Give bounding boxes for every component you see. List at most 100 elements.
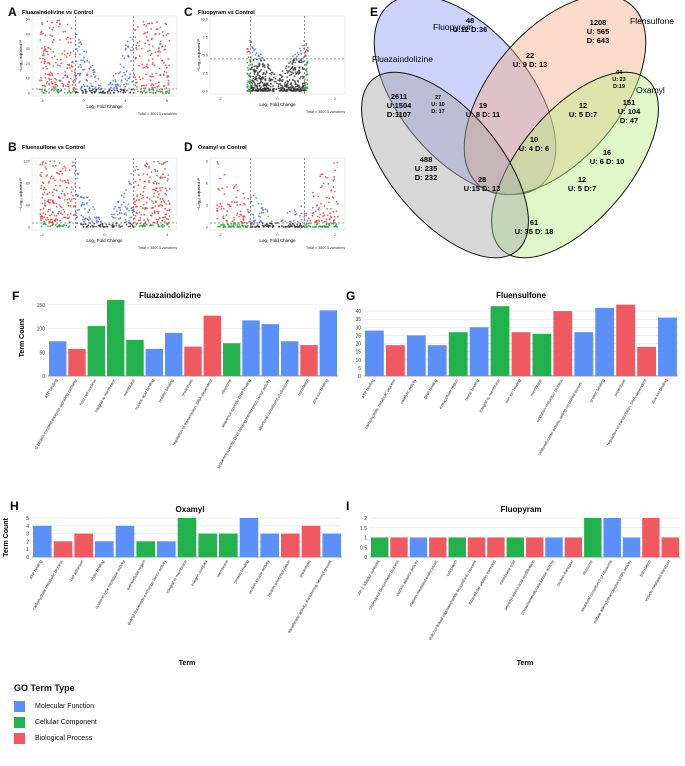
volcano-point <box>149 176 151 179</box>
y-tick-label: 50 <box>39 350 45 356</box>
volcano-point <box>152 75 154 78</box>
volcano-point <box>41 47 43 49</box>
volcano-point <box>113 207 116 210</box>
volcano-point <box>144 208 146 211</box>
x-tick-label: 0 <box>83 98 86 103</box>
volcano-point <box>138 55 141 58</box>
y-tick-label: 150 <box>37 303 46 309</box>
volcano-point <box>51 199 54 202</box>
venn-region-count: 19 <box>479 101 487 110</box>
bar <box>49 341 67 376</box>
volcano-point <box>39 208 42 211</box>
volcano-point <box>66 92 69 94</box>
volcano-point <box>288 223 291 225</box>
volcano-point <box>275 88 278 91</box>
volcano-point <box>67 182 70 185</box>
bar <box>490 306 510 376</box>
bar <box>658 317 677 376</box>
y-axis-label: Term Count <box>3 517 10 556</box>
volcano-point <box>153 182 156 185</box>
volcano-point <box>167 221 170 224</box>
volcano-point <box>62 85 64 88</box>
volcano-point <box>294 53 296 56</box>
volcano-point <box>144 42 147 44</box>
volcano-point <box>221 187 224 190</box>
volcano-point <box>95 225 97 228</box>
x-tick-label: cell adhesion <box>69 559 85 582</box>
volcano-point <box>256 222 258 224</box>
volcano-point <box>148 224 151 227</box>
volcano-point <box>105 223 108 226</box>
volcano-point <box>142 66 145 69</box>
volcano-point <box>58 90 61 93</box>
volcano-point <box>273 73 276 75</box>
volcano-point <box>138 64 141 67</box>
volcano-point <box>164 213 167 216</box>
volcano-point <box>77 72 79 75</box>
volcano-point <box>165 66 168 69</box>
y-tick-label: 100 <box>37 327 46 333</box>
volcano-point <box>307 217 310 220</box>
volcano-point <box>298 47 301 50</box>
volcano-point <box>227 203 229 206</box>
volcano-point <box>142 196 145 199</box>
volcano-point <box>80 43 83 46</box>
volcano-point <box>216 207 219 210</box>
volcano-point <box>78 45 80 48</box>
volcano-point <box>69 67 71 69</box>
volcano-point <box>40 30 43 33</box>
volcano-point <box>123 196 125 199</box>
volcano-point <box>59 23 61 25</box>
volcano-point <box>152 202 155 205</box>
volcano-point <box>134 84 137 87</box>
volcano-point <box>48 91 50 94</box>
volcano-point <box>249 90 252 92</box>
volcano-point <box>119 90 122 93</box>
volcano-point <box>145 25 148 27</box>
volcano-point <box>243 221 246 224</box>
volcano-point <box>138 76 141 78</box>
volcano-point <box>51 222 54 224</box>
volcano-point <box>68 221 71 224</box>
volcano-point <box>306 73 309 76</box>
volcano-point <box>163 74 165 77</box>
volcano-point <box>156 28 159 30</box>
volcano-point <box>51 41 54 44</box>
volcano-point <box>163 85 166 87</box>
volcano-point <box>114 80 117 83</box>
volcano-point <box>163 201 166 204</box>
volcano-point <box>165 203 168 205</box>
volcano-point <box>65 186 68 189</box>
volcano-point <box>135 86 138 88</box>
x-tick-label: 4 <box>166 232 169 237</box>
volcano-point <box>49 34 52 37</box>
volcano-point <box>226 210 229 213</box>
volcano-point <box>299 61 301 64</box>
volcano-point <box>52 65 55 67</box>
volcano-point <box>284 220 287 223</box>
volcano-point <box>78 38 80 41</box>
x-tick-label: -2 <box>218 232 222 237</box>
volcano-point <box>78 187 81 189</box>
volcano-point <box>136 212 139 215</box>
venn-region-count: U:12 D:36 <box>453 25 488 34</box>
volcano-point <box>261 222 264 225</box>
volcano-point <box>282 226 285 228</box>
volcano-point <box>121 75 124 78</box>
volcano-point <box>59 64 61 67</box>
volcano-point <box>118 224 121 227</box>
volcano-point <box>76 50 79 52</box>
volcano-point <box>145 207 148 210</box>
legend-item-molecular-function: Molecular Function <box>14 698 254 714</box>
volcano-point <box>327 182 330 185</box>
volcano-point <box>101 222 104 225</box>
volcano-point <box>66 67 69 70</box>
volcano-point <box>97 216 100 219</box>
volcano-point <box>298 226 300 228</box>
volcano-point <box>52 177 55 180</box>
volcano-point <box>66 63 69 66</box>
volcano-point <box>61 180 64 183</box>
volcano-point <box>256 86 259 89</box>
volcano-point <box>51 56 54 59</box>
volcano-point <box>291 225 294 228</box>
